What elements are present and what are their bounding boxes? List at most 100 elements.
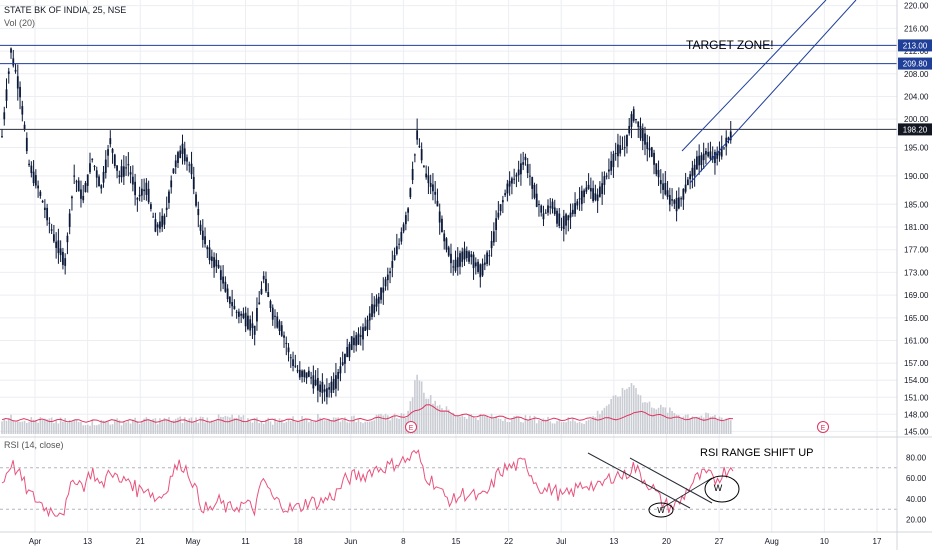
candle-body xyxy=(325,388,328,398)
rsi-pattern-ellipse-left[interactable] xyxy=(648,502,674,518)
volume-bar xyxy=(215,420,218,434)
volume-bar xyxy=(689,418,691,434)
volume-bar xyxy=(37,422,39,434)
candle-body xyxy=(210,256,213,262)
candle-body xyxy=(718,151,721,156)
candle-body xyxy=(447,247,450,256)
volume-bar xyxy=(637,394,640,434)
candle-body xyxy=(691,167,694,177)
candle-body xyxy=(698,155,701,166)
volume-bar xyxy=(574,421,576,434)
volume-bar xyxy=(619,396,621,434)
candle-body xyxy=(540,205,543,213)
candle-body xyxy=(217,264,220,268)
candle-body xyxy=(608,169,610,172)
candle-body xyxy=(10,48,12,53)
rsi-shift-label: RSI RANGE SHIFT UP xyxy=(700,447,813,459)
price-tick-label: 161.00 xyxy=(904,337,929,346)
volume-bar xyxy=(30,417,33,434)
volume-bar xyxy=(628,386,631,434)
volume-bar xyxy=(567,417,570,434)
candle-body xyxy=(533,184,536,198)
candle-body xyxy=(170,180,173,188)
volume-legend[interactable]: Vol (20) xyxy=(4,18,36,28)
candle-body xyxy=(386,274,389,281)
candle-body xyxy=(556,210,558,224)
candle-body xyxy=(244,312,247,327)
price-level-badge xyxy=(898,39,932,52)
candle-body xyxy=(393,255,396,261)
candle-body xyxy=(637,121,640,127)
volume-bar xyxy=(314,421,317,434)
candle-body xyxy=(571,209,574,214)
rsi-legend[interactable]: RSI (14, close) xyxy=(4,440,64,450)
volume-bar xyxy=(646,402,649,434)
symbol-title[interactable]: STATE BK OF INDIA, 25, NSE xyxy=(4,5,127,15)
candle-body xyxy=(445,238,448,250)
earnings-marker-icon[interactable] xyxy=(817,421,829,433)
volume-bar xyxy=(125,422,127,434)
candle-body xyxy=(567,215,570,221)
candle-body xyxy=(630,114,633,127)
volume-bar xyxy=(558,420,561,434)
rsi-pattern-ellipse-right[interactable] xyxy=(704,475,740,503)
volume-bar xyxy=(711,416,714,434)
volume-bar xyxy=(256,417,258,434)
candle-body xyxy=(91,158,94,160)
volume-bar xyxy=(145,417,148,434)
candle-body xyxy=(287,347,290,353)
earnings-marker-icon[interactable] xyxy=(405,421,417,433)
volume-bar xyxy=(28,422,30,434)
rsi-line xyxy=(1,449,734,518)
volume-bar xyxy=(684,414,687,434)
candle-body xyxy=(231,302,234,307)
candle-body xyxy=(398,243,400,245)
candle-body xyxy=(384,279,387,287)
time-tick-label: 22 xyxy=(504,537,513,546)
volume-bar xyxy=(380,413,382,434)
volume-bar xyxy=(177,417,179,434)
candle-body xyxy=(635,119,637,121)
volume-bar xyxy=(608,404,610,434)
volume-bar xyxy=(80,421,82,434)
candle-body xyxy=(461,251,464,262)
candle-body xyxy=(118,175,121,177)
candle-body xyxy=(46,207,49,221)
candle-body xyxy=(517,169,520,176)
candle-body xyxy=(260,288,263,295)
candle-body xyxy=(429,182,432,187)
candle-body xyxy=(183,148,186,162)
candle-body xyxy=(262,275,265,280)
price-tick-label: 145.00 xyxy=(904,427,929,436)
volume-bar xyxy=(495,416,497,434)
candle-body xyxy=(204,236,206,245)
candle-body xyxy=(66,235,69,243)
candle-body xyxy=(116,165,118,171)
candle-body xyxy=(5,89,8,101)
earnings-marker-label[interactable]: E xyxy=(821,425,826,432)
candle-body xyxy=(456,257,459,268)
volume-bar xyxy=(84,425,87,434)
volume-bar xyxy=(387,415,389,434)
price-tick-label: 185.00 xyxy=(904,200,929,209)
volume-bar xyxy=(265,419,267,434)
candle-body xyxy=(129,172,132,175)
volume-bar xyxy=(720,417,723,434)
candle-body xyxy=(23,124,26,130)
channel-upper-line xyxy=(681,0,827,152)
volume-bar xyxy=(199,416,202,434)
earnings-marker-label[interactable]: E xyxy=(409,425,414,432)
volume-bar xyxy=(294,421,297,434)
volume-bar xyxy=(664,407,667,434)
volume-bar xyxy=(238,415,240,434)
volume-bar xyxy=(127,420,130,434)
candle-body xyxy=(190,163,193,175)
candle-body xyxy=(657,169,660,178)
volume-bar xyxy=(675,414,678,434)
volume-bar xyxy=(396,418,398,434)
candle-body xyxy=(134,181,137,196)
volume-bar xyxy=(332,417,335,434)
volume-bar xyxy=(247,418,249,434)
price-level-badge xyxy=(898,57,932,70)
